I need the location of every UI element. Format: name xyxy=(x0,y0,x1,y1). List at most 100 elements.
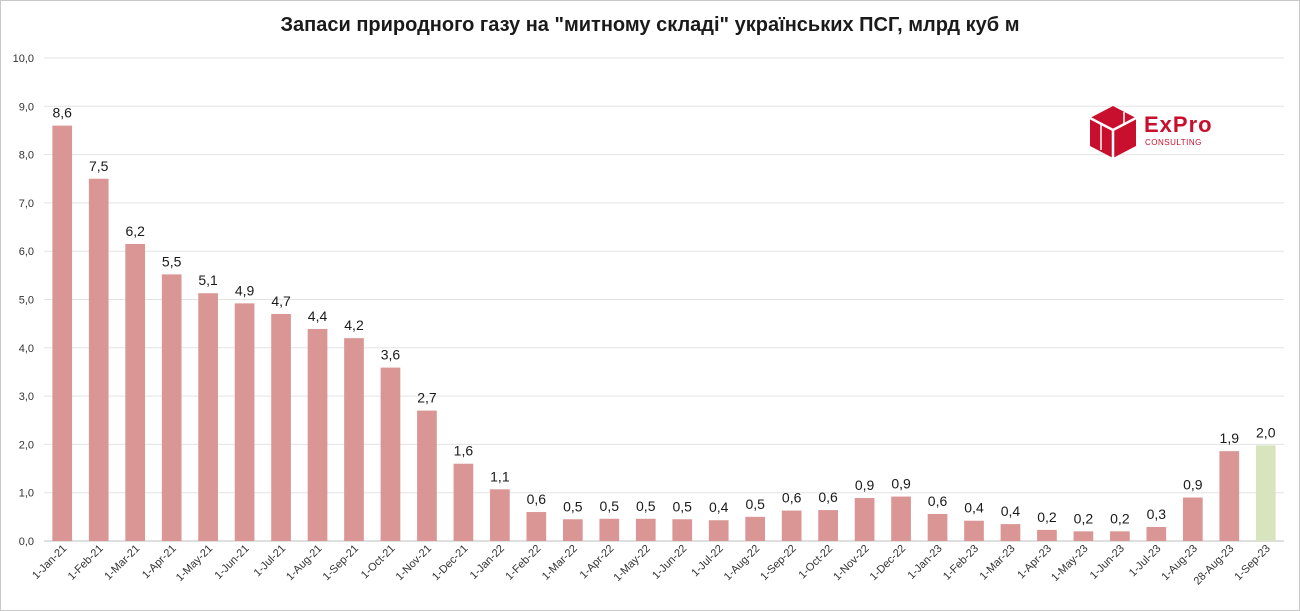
bar xyxy=(635,518,656,541)
data-label: 5,1 xyxy=(198,272,218,288)
y-tick-label: 8,0 xyxy=(19,150,34,162)
y-tick-label: 4,0 xyxy=(19,343,34,355)
x-tick-label: 1-Sep-22 xyxy=(758,543,798,583)
y-tick-label: 10,0 xyxy=(13,53,34,65)
data-label: 0,5 xyxy=(673,498,693,514)
x-tick-label: 1-May-22 xyxy=(612,543,653,584)
bar xyxy=(708,520,729,541)
x-tick-label: 1-Jul-21 xyxy=(252,543,289,580)
x-tick-label: 1-Aug-21 xyxy=(284,543,324,583)
data-label: 0,4 xyxy=(964,500,984,516)
bars xyxy=(52,125,1276,542)
x-tick-label: 1-Jan-22 xyxy=(468,543,507,582)
y-tick-label: 1,0 xyxy=(19,488,34,500)
data-label: 4,7 xyxy=(271,293,291,309)
data-label: 4,4 xyxy=(308,308,328,324)
data-label: 4,9 xyxy=(235,282,255,298)
x-tick-label: 1-May-21 xyxy=(174,543,215,584)
data-label: 0,5 xyxy=(745,496,765,512)
bar xyxy=(307,328,328,541)
data-label: 0,4 xyxy=(1001,503,1021,519)
data-label: 0,5 xyxy=(600,498,620,514)
bar xyxy=(1037,529,1057,541)
data-label: 0,2 xyxy=(1110,510,1130,526)
cube-logo-icon xyxy=(1089,106,1137,158)
bar xyxy=(1219,451,1240,541)
y-tick-label: 9,0 xyxy=(19,101,34,113)
bar xyxy=(927,513,948,541)
y-tick-label: 0,0 xyxy=(19,536,34,548)
data-label: 2,0 xyxy=(1256,424,1276,440)
data-label: 0,9 xyxy=(1183,477,1203,493)
bar xyxy=(234,303,255,541)
bar xyxy=(818,510,838,541)
x-tick-label: 1-Jan-21 xyxy=(30,543,69,582)
data-label: 8,6 xyxy=(53,105,73,121)
expro-logo: ExPro CONSULTING xyxy=(1088,104,1238,160)
bar xyxy=(380,367,401,541)
bar xyxy=(198,293,218,541)
bar xyxy=(1073,531,1094,541)
bar xyxy=(453,463,474,541)
data-label: 4,2 xyxy=(344,317,364,333)
x-tick-label: 1-Feb-21 xyxy=(66,543,106,583)
data-label: 0,5 xyxy=(563,498,583,514)
bar xyxy=(1110,531,1130,541)
bar xyxy=(854,498,875,541)
data-labels: 8,6 7,5 6,2 5,5 5,1 4,9 4,7 4,4 4,2 3,6 2,7 1,6 1,1 0… xyxy=(53,105,1276,527)
x-tick-label: 1-Jun-23 xyxy=(1088,543,1127,582)
bar xyxy=(964,520,984,541)
y-tick-label: 7,0 xyxy=(19,198,34,210)
logo-name: ExPro xyxy=(1144,112,1213,137)
data-label: 7,5 xyxy=(89,158,109,174)
bar xyxy=(417,410,437,541)
x-tick-label: 1-Feb-23 xyxy=(941,543,981,583)
data-label: 0,2 xyxy=(1074,510,1094,526)
bar xyxy=(88,178,109,541)
bar xyxy=(125,243,146,541)
data-label: 0,9 xyxy=(891,476,911,492)
bar xyxy=(1146,526,1167,541)
x-tick-label: 1-Jul-23 xyxy=(1127,543,1164,580)
data-label: 0,6 xyxy=(928,493,948,509)
bar xyxy=(1182,497,1203,541)
data-label: 1,6 xyxy=(454,443,474,459)
bar xyxy=(745,516,766,541)
bar xyxy=(781,510,802,541)
x-tick-label: 1-May-23 xyxy=(1049,543,1090,584)
x-tick-label: 1-Nov-21 xyxy=(394,543,434,583)
data-label: 3,6 xyxy=(381,347,401,363)
bar xyxy=(490,489,510,541)
data-label: 1,9 xyxy=(1220,430,1240,446)
x-tick-label: 1-Oct-22 xyxy=(796,543,835,582)
x-tick-label: 1-Sep-21 xyxy=(321,543,361,583)
data-label: 0,3 xyxy=(1147,506,1167,522)
x-tick-label: 1-Jul-22 xyxy=(689,543,726,580)
bar xyxy=(891,496,911,541)
bar xyxy=(52,125,73,542)
y-tick-label: 2,0 xyxy=(19,439,34,451)
data-label: 1,1 xyxy=(490,468,510,484)
bar xyxy=(562,519,583,541)
bar xyxy=(1000,524,1021,541)
x-tick-label: 1-Jan-23 xyxy=(905,543,944,582)
bar xyxy=(271,313,291,541)
data-label: 5,5 xyxy=(162,253,182,269)
y-tick-label: 3,0 xyxy=(19,391,34,403)
y-tick-label: 6,0 xyxy=(19,246,34,258)
x-tick-label: 1-Oct-21 xyxy=(359,543,398,582)
bar xyxy=(672,519,693,541)
data-label: 0,6 xyxy=(818,489,838,505)
y-tick-label: 5,0 xyxy=(19,295,34,307)
x-tick-label: 1-Dec-22 xyxy=(868,543,908,583)
data-label: 0,4 xyxy=(709,499,729,515)
x-tick-label: 1-Jun-21 xyxy=(213,543,252,582)
bar xyxy=(1255,445,1276,541)
x-tick-label: 28-Aug-23 xyxy=(1192,543,1237,588)
x-axis-ticks: 1-Jan-211-Feb-211-Mar-211-Apr-211-May-21… xyxy=(30,543,1273,588)
chart-title: Запаси природного газу на "митному склад… xyxy=(280,14,1020,36)
x-tick-label: 1-Mar-23 xyxy=(978,543,1018,583)
x-tick-label: 1-Mar-21 xyxy=(102,543,142,583)
x-tick-label: 1-Jun-22 xyxy=(650,543,689,582)
